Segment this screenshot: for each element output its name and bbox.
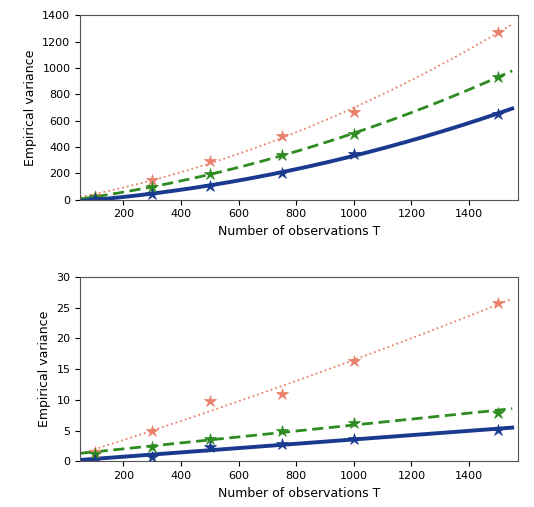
X-axis label: Number of observations T: Number of observations T (218, 487, 380, 499)
Y-axis label: Empirical variance: Empirical variance (23, 49, 37, 166)
Y-axis label: Empirical variance: Empirical variance (38, 311, 51, 427)
X-axis label: Number of observations T: Number of observations T (218, 225, 380, 238)
